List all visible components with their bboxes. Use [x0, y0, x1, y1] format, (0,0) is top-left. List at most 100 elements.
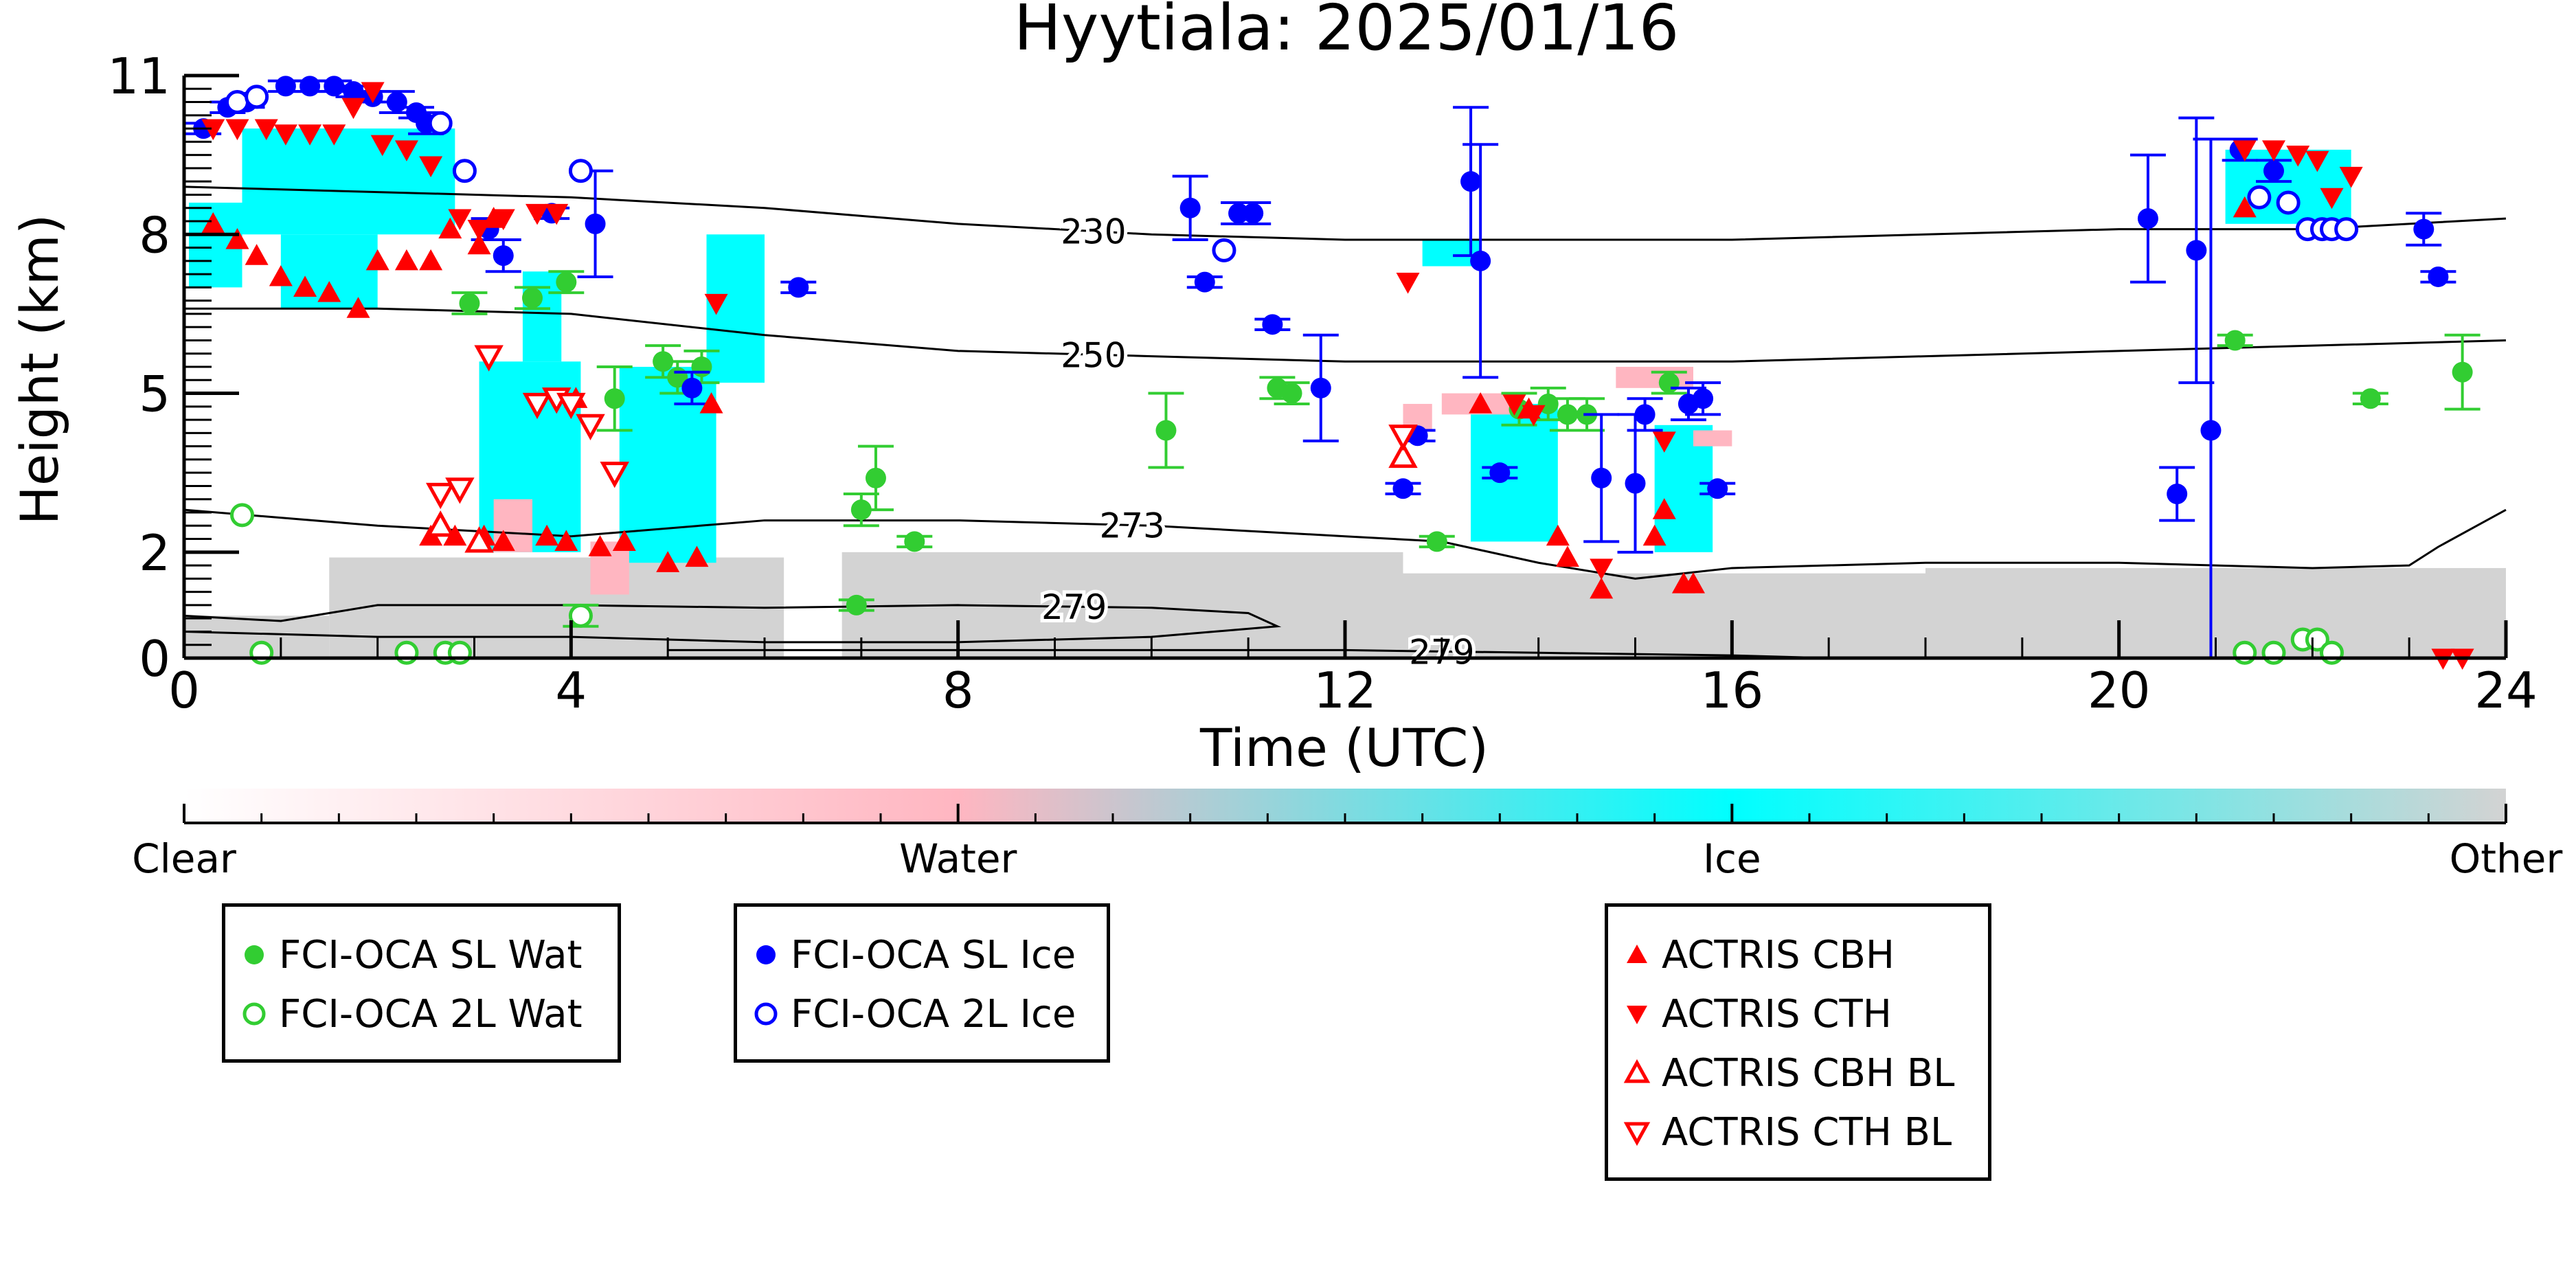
legend-marker-icon	[756, 945, 776, 964]
x-tick-label: 16	[1701, 662, 1764, 719]
data-point	[704, 293, 728, 315]
data-point	[2428, 266, 2449, 287]
y-tick-label: 0	[139, 630, 170, 688]
legend-marker-shape	[756, 945, 776, 964]
data-point	[1155, 420, 1177, 441]
colorbar-label-water: Water	[899, 835, 1017, 882]
data-point	[1591, 467, 1612, 488]
data-point	[341, 98, 365, 120]
data-point	[600, 462, 629, 488]
legend-marker-icon	[242, 1002, 266, 1026]
data-point	[1228, 203, 1250, 224]
data-point	[1310, 377, 1331, 398]
data-point	[556, 392, 586, 420]
data-point	[699, 392, 723, 414]
data-point	[225, 119, 249, 141]
data-point	[324, 76, 345, 97]
data-point	[447, 640, 472, 665]
legend-entry-label: ACTRIS CTH	[1662, 991, 1892, 1037]
legend-marker-shape	[242, 1002, 266, 1026]
data-point	[1426, 531, 1447, 552]
data-point	[419, 249, 443, 271]
y-tick-label: 11	[107, 47, 170, 105]
data-point	[245, 84, 269, 109]
series-actris-cth-bl	[425, 345, 1418, 510]
data-point	[317, 281, 341, 302]
data-point	[1634, 404, 1656, 425]
legend-entry-label: ACTRIS CBH BL	[1662, 1050, 1955, 1096]
data-point	[1281, 383, 1302, 404]
x-axis-label: Time (UTC)	[1199, 717, 1489, 778]
series-actris-cbh-bl	[425, 441, 1418, 553]
data-point	[1470, 250, 1491, 271]
data-point	[568, 603, 593, 628]
data-point	[2137, 208, 2158, 229]
legend-water-retrievals: FCI-OCA SL Wat FCI-OCA 2L Wat	[222, 903, 621, 1063]
data-point	[788, 277, 809, 298]
data-point	[493, 245, 514, 267]
data-point	[554, 530, 578, 551]
y-axis-label: Height (km)	[9, 214, 70, 526]
data-point	[1625, 473, 1646, 494]
legend-marker-icon	[1623, 1059, 1651, 1083]
chart-title: Hyytiala: 2025/01/16	[1014, 0, 1680, 65]
data-point	[685, 545, 709, 567]
legend-marker-icon	[1627, 1006, 1647, 1024]
legend-marker-icon	[1623, 1122, 1651, 1146]
legend-entry: ACTRIS CTH	[1608, 986, 1892, 1041]
classification-background	[184, 128, 2506, 658]
bg-region-water	[1616, 367, 1693, 388]
legend-entry: ACTRIS CBH	[1608, 927, 1895, 982]
data-point	[1658, 372, 1680, 394]
bg-region-water	[1693, 430, 1732, 447]
data-point	[361, 82, 385, 104]
classification-colorbar: Clear Water Ice Other	[132, 789, 2562, 882]
data-point	[526, 203, 550, 225]
data-point	[445, 477, 475, 504]
bg-region-ice	[242, 128, 455, 235]
data-point	[1489, 462, 1511, 484]
observation-markers	[185, 76, 2481, 670]
data-point	[2334, 217, 2359, 242]
data-point	[491, 209, 515, 231]
data-point	[2224, 330, 2246, 351]
data-point	[491, 530, 515, 551]
data-point	[604, 388, 625, 409]
contour-label-230: 230	[1061, 212, 1126, 252]
legend-entry: ACTRIS CBH BL	[1608, 1046, 1954, 1100]
data-point	[298, 124, 322, 146]
data-point	[443, 524, 467, 546]
colorbar-label-ice: Ice	[1703, 835, 1761, 882]
legend-marker-icon	[754, 1002, 778, 1026]
data-point	[612, 530, 636, 551]
contour-line-230	[183, 185, 2507, 241]
data-point	[522, 287, 543, 308]
data-point	[425, 482, 455, 510]
data-point	[1243, 203, 1264, 224]
contour-label-279: 279	[1041, 587, 1107, 627]
data-point	[1262, 314, 1283, 335]
data-point	[691, 357, 712, 377]
data-point	[1682, 572, 1705, 594]
legend-actris-cloud-boundaries: ACTRIS CBH ACTRIS CTH ACTRIS CBH BL ACTRIS …	[1605, 903, 1991, 1181]
data-point	[245, 244, 269, 265]
data-point	[1652, 498, 1676, 519]
data-point	[467, 219, 491, 241]
data-point	[249, 640, 274, 665]
data-point	[254, 119, 278, 141]
data-point	[419, 156, 443, 178]
colorbar-label-clear: Clear	[132, 835, 236, 882]
data-point	[2186, 240, 2207, 261]
contour-label-273: 273	[1099, 506, 1164, 546]
data-point	[2262, 140, 2285, 161]
legend-entry: FCI-OCA SL Ice	[737, 927, 1076, 982]
contour-line-273	[183, 508, 2507, 580]
data-point	[394, 140, 418, 161]
data-point	[2167, 484, 2188, 505]
data-point	[474, 345, 504, 372]
data-point	[846, 594, 867, 615]
bg-region-ice	[619, 367, 716, 563]
data-point	[1555, 545, 1579, 567]
legend-ice-retrievals: FCI-OCA SL Ice FCI-OCA 2L Ice	[734, 903, 1110, 1063]
